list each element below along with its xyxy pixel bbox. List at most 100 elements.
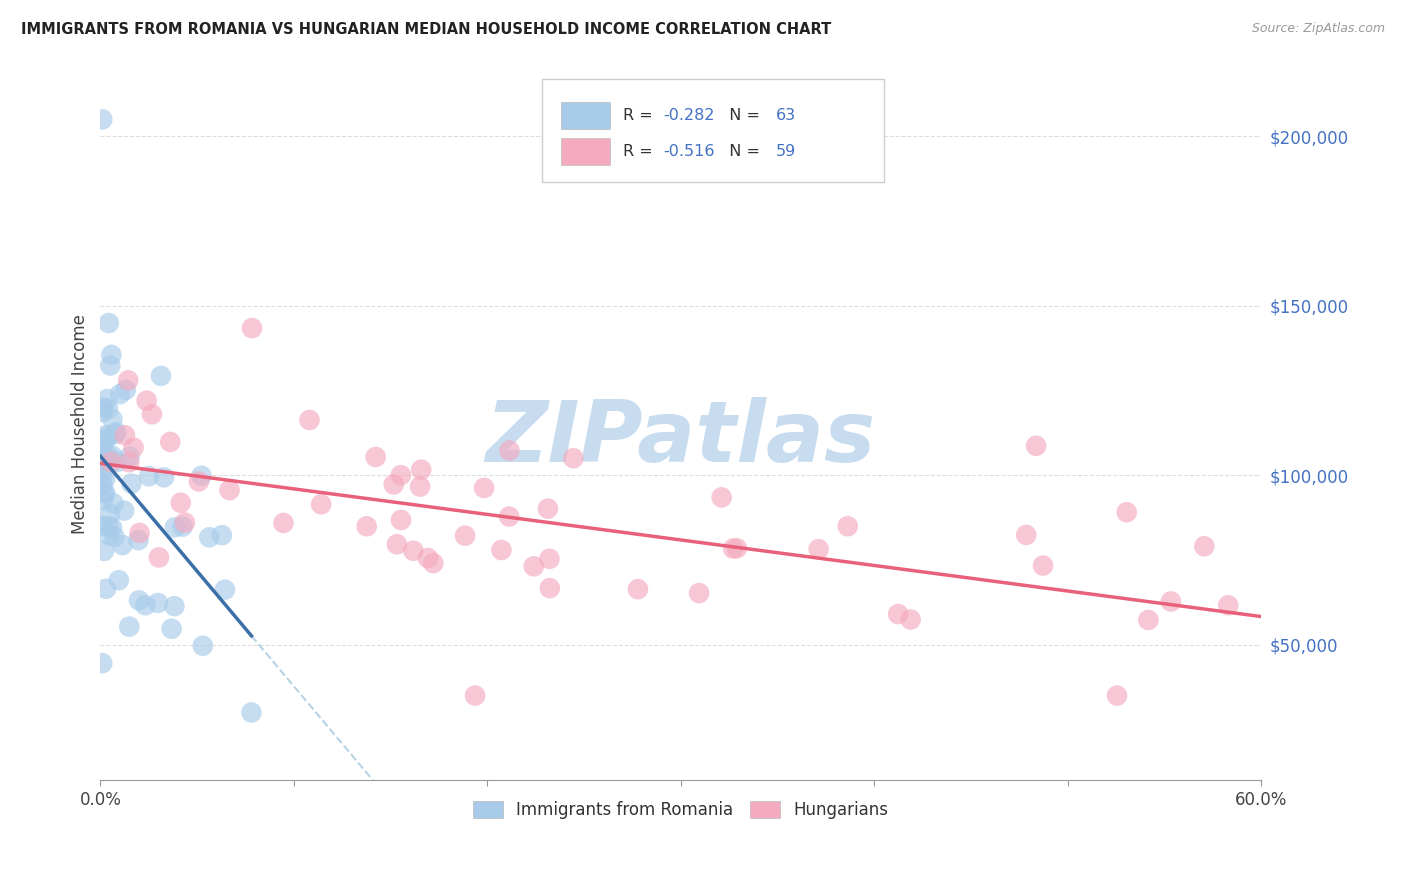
Point bbox=[172, 519, 194, 533]
Point bbox=[103, 496, 125, 510]
Point bbox=[101, 520, 124, 534]
Point bbox=[93, 485, 115, 500]
Point bbox=[91, 464, 114, 478]
Point bbox=[411, 463, 433, 477]
Point bbox=[118, 620, 141, 634]
Point bbox=[1015, 528, 1038, 542]
Point bbox=[138, 469, 160, 483]
Point bbox=[105, 425, 128, 439]
Point bbox=[94, 450, 117, 464]
Text: IMMIGRANTS FROM ROMANIA VS HUNGARIAN MEDIAN HOUSEHOLD INCOME CORRELATION CHART: IMMIGRANTS FROM ROMANIA VS HUNGARIAN MED… bbox=[21, 22, 831, 37]
Point bbox=[118, 450, 141, 464]
Point bbox=[163, 520, 186, 534]
Point bbox=[122, 441, 145, 455]
Point bbox=[491, 543, 513, 558]
Point bbox=[91, 492, 114, 507]
Point bbox=[385, 537, 408, 551]
Point bbox=[900, 613, 922, 627]
Point bbox=[218, 483, 240, 497]
Point bbox=[498, 443, 520, 458]
Point bbox=[364, 450, 387, 464]
Point bbox=[97, 528, 120, 542]
Point bbox=[464, 689, 486, 703]
Point bbox=[498, 509, 520, 524]
Point bbox=[160, 622, 183, 636]
Point bbox=[422, 556, 444, 570]
Point bbox=[146, 596, 169, 610]
Point bbox=[94, 582, 117, 596]
Point bbox=[1160, 594, 1182, 608]
Text: N =: N = bbox=[720, 144, 765, 159]
Point bbox=[127, 533, 149, 548]
Point bbox=[402, 543, 425, 558]
Point bbox=[1025, 439, 1047, 453]
Point bbox=[538, 581, 561, 595]
Point bbox=[389, 468, 412, 483]
Point bbox=[837, 519, 859, 533]
Point bbox=[104, 427, 127, 442]
Point bbox=[190, 468, 212, 483]
Point bbox=[94, 472, 117, 486]
Point bbox=[807, 542, 830, 557]
Point bbox=[100, 348, 122, 362]
Point bbox=[214, 582, 236, 597]
Text: -0.282: -0.282 bbox=[664, 108, 714, 123]
Point bbox=[159, 434, 181, 449]
Point bbox=[1115, 505, 1137, 519]
Point bbox=[134, 599, 156, 613]
Point bbox=[91, 439, 114, 453]
Point bbox=[173, 516, 195, 530]
Point bbox=[100, 455, 122, 469]
Point bbox=[170, 496, 193, 510]
Point bbox=[523, 559, 546, 574]
Point bbox=[356, 519, 378, 533]
Point bbox=[273, 516, 295, 530]
Point bbox=[309, 497, 332, 511]
Point bbox=[1105, 689, 1128, 703]
Text: Source: ZipAtlas.com: Source: ZipAtlas.com bbox=[1251, 22, 1385, 36]
Point bbox=[198, 530, 221, 544]
Point bbox=[101, 449, 124, 463]
Point bbox=[1282, 689, 1305, 703]
Point bbox=[135, 393, 157, 408]
Point bbox=[94, 486, 117, 500]
Point bbox=[91, 452, 114, 467]
Point bbox=[409, 479, 432, 493]
Point bbox=[91, 657, 114, 671]
Text: N =: N = bbox=[720, 108, 765, 123]
Point bbox=[91, 453, 114, 467]
Point bbox=[111, 538, 134, 552]
Point bbox=[537, 501, 560, 516]
Text: -0.516: -0.516 bbox=[664, 144, 714, 159]
Point bbox=[389, 513, 412, 527]
Point bbox=[187, 475, 209, 489]
Point bbox=[96, 448, 118, 462]
Point bbox=[97, 402, 120, 417]
Point bbox=[97, 316, 120, 330]
Point bbox=[114, 428, 136, 442]
Y-axis label: Median Household Income: Median Household Income bbox=[72, 315, 89, 534]
Point bbox=[211, 528, 233, 542]
Point bbox=[114, 383, 136, 397]
Point bbox=[93, 544, 115, 558]
Text: 59: 59 bbox=[776, 144, 796, 159]
Point bbox=[298, 413, 321, 427]
Point bbox=[96, 392, 118, 406]
Point bbox=[101, 412, 124, 426]
Bar bbox=[561, 103, 610, 129]
Point bbox=[97, 430, 120, 444]
Point bbox=[91, 112, 114, 127]
Point bbox=[97, 519, 120, 533]
Point bbox=[103, 530, 125, 544]
FancyBboxPatch shape bbox=[541, 79, 884, 182]
Point bbox=[710, 491, 733, 505]
Point bbox=[416, 551, 439, 566]
Text: 63: 63 bbox=[776, 108, 796, 123]
Text: R =: R = bbox=[623, 144, 658, 159]
Point bbox=[120, 476, 142, 491]
Point bbox=[163, 599, 186, 614]
Point bbox=[240, 706, 263, 720]
Point bbox=[94, 428, 117, 442]
Point bbox=[91, 471, 114, 485]
Text: R =: R = bbox=[623, 108, 658, 123]
